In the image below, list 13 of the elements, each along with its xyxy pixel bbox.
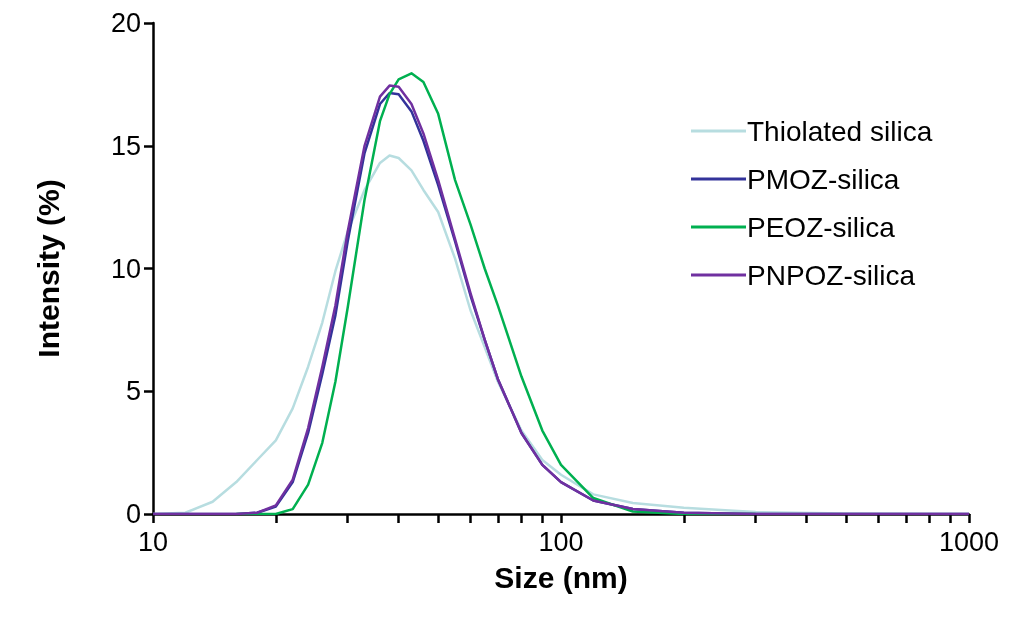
x-axis-title: Size (nm): [494, 560, 628, 594]
y-tick-label: 5: [125, 376, 141, 407]
y-tick-label: 15: [110, 130, 141, 161]
legend-label: PNPOZ-silica: [747, 259, 916, 291]
y-axis-title: Intensity (%): [31, 179, 65, 358]
legend-label: PMOZ-silica: [747, 163, 900, 195]
legend-label: PEOZ-silica: [747, 211, 896, 243]
legend-label: Thiolated silica: [747, 115, 933, 147]
x-tick-label: 100: [538, 526, 584, 557]
y-tick-label: 0: [125, 499, 141, 529]
x-tick-label: 1000: [938, 526, 1000, 557]
y-tick-label: 20: [110, 8, 141, 38]
y-tick-label: 10: [110, 253, 141, 284]
